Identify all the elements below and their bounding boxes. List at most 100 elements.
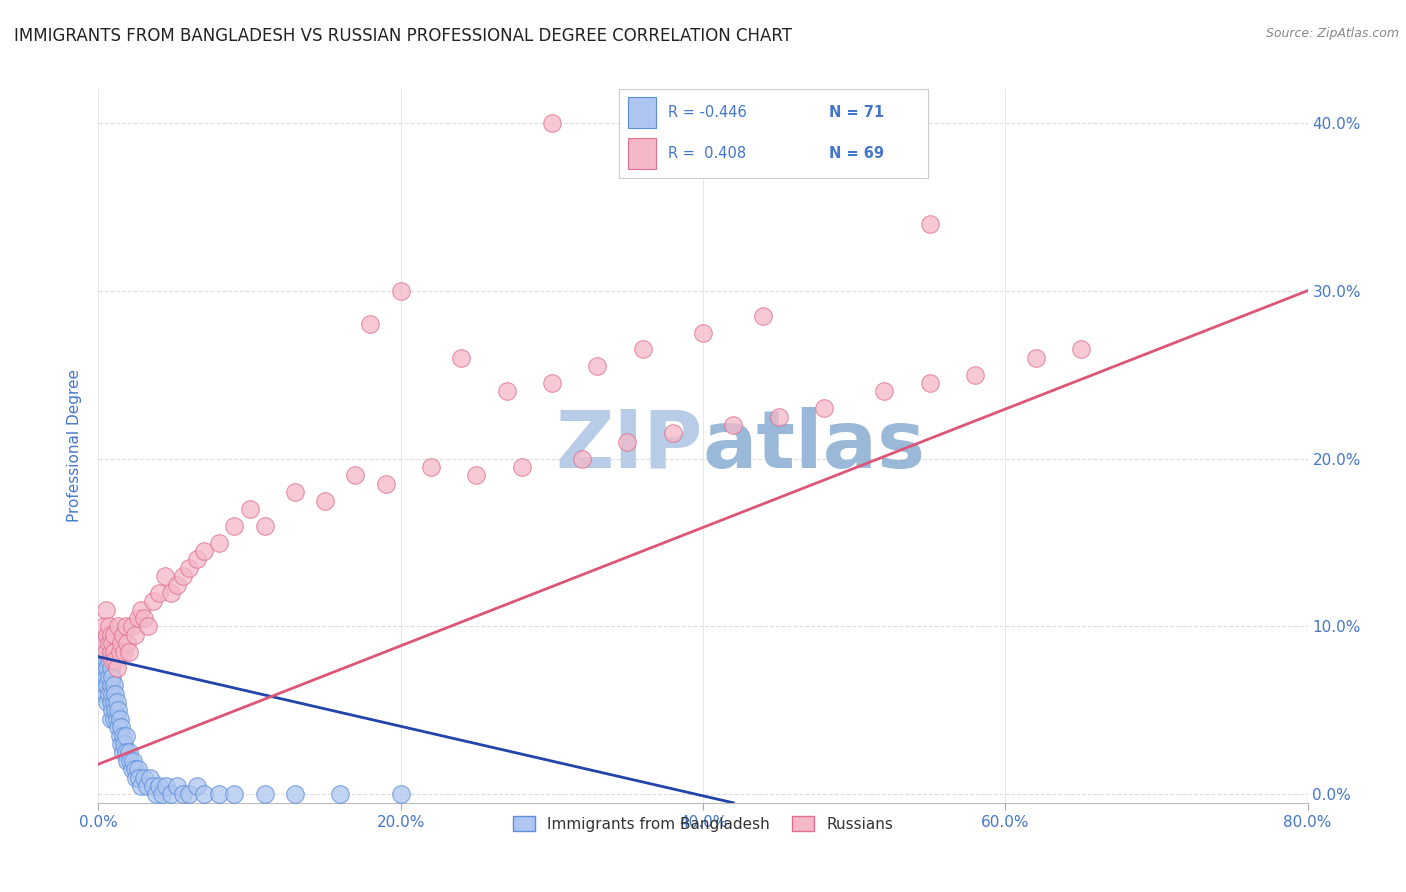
Point	[965, 368, 987, 382]
Point	[104, 703, 127, 717]
Point	[94, 653, 117, 667]
Point	[208, 535, 231, 549]
Point	[344, 468, 367, 483]
Point	[465, 468, 488, 483]
Point	[96, 695, 118, 709]
Point	[100, 645, 122, 659]
Point	[93, 661, 115, 675]
Point	[118, 746, 141, 760]
Point	[103, 678, 125, 692]
Point	[540, 376, 562, 390]
Point	[172, 569, 194, 583]
Point	[132, 611, 155, 625]
Point	[172, 788, 194, 802]
Point	[100, 695, 122, 709]
Point	[239, 502, 262, 516]
Point	[107, 720, 129, 734]
Point	[768, 409, 790, 424]
Text: R = -0.446: R = -0.446	[668, 105, 747, 120]
Point	[115, 636, 138, 650]
Point	[98, 653, 121, 667]
Point	[107, 703, 129, 717]
Point	[124, 762, 146, 776]
Point	[100, 678, 122, 692]
Point	[94, 603, 117, 617]
Point	[136, 619, 159, 633]
Point	[142, 594, 165, 608]
Point	[284, 485, 307, 500]
Y-axis label: Professional Degree: Professional Degree	[67, 369, 83, 523]
Point	[118, 645, 141, 659]
Point	[114, 619, 136, 633]
Point	[103, 645, 125, 659]
Point	[135, 779, 157, 793]
Point	[110, 720, 132, 734]
Point	[94, 645, 117, 659]
Point	[121, 762, 143, 776]
Point	[108, 729, 131, 743]
Point	[253, 788, 276, 802]
Point	[91, 636, 114, 650]
Point	[918, 376, 941, 390]
Point	[94, 670, 117, 684]
Point	[193, 544, 215, 558]
Text: ZIP: ZIP	[555, 407, 703, 485]
Point	[360, 318, 382, 332]
Point	[193, 788, 215, 802]
FancyBboxPatch shape	[628, 97, 655, 128]
Point	[329, 788, 352, 802]
Point	[166, 779, 188, 793]
Point	[224, 518, 246, 533]
Point	[111, 746, 134, 760]
Point	[586, 359, 609, 374]
Point	[112, 645, 135, 659]
Point	[101, 703, 124, 717]
Point	[450, 351, 472, 365]
Point	[129, 603, 152, 617]
Point	[752, 309, 775, 323]
Point	[93, 619, 115, 633]
Point	[139, 771, 162, 785]
Point	[98, 619, 121, 633]
Point	[93, 678, 115, 692]
Point	[873, 384, 896, 399]
Point	[420, 460, 443, 475]
Point	[186, 552, 208, 566]
Point	[96, 628, 118, 642]
Text: N = 69: N = 69	[830, 146, 884, 161]
Point	[374, 476, 396, 491]
Point	[101, 687, 124, 701]
Text: N = 71: N = 71	[830, 105, 884, 120]
Point	[389, 284, 412, 298]
Point	[1024, 351, 1046, 365]
Point	[723, 417, 745, 432]
Point	[105, 712, 128, 726]
Text: IMMIGRANTS FROM BANGLADESH VS RUSSIAN PROFESSIONAL DEGREE CORRELATION CHART: IMMIGRANTS FROM BANGLADESH VS RUSSIAN PR…	[14, 27, 792, 45]
Point	[96, 661, 118, 675]
Point	[127, 611, 149, 625]
Point	[96, 678, 118, 692]
Point	[631, 343, 654, 357]
Point	[122, 754, 145, 768]
Point	[160, 586, 183, 600]
Point	[111, 729, 134, 743]
Point	[98, 670, 121, 684]
Point	[105, 695, 128, 709]
Point	[114, 746, 136, 760]
Text: atlas: atlas	[703, 407, 927, 485]
Point	[253, 518, 276, 533]
Point	[112, 737, 135, 751]
Point	[510, 460, 533, 475]
Point	[100, 661, 122, 675]
Point	[148, 586, 170, 600]
Point	[100, 628, 122, 642]
Point	[166, 577, 188, 591]
Point	[128, 771, 150, 785]
Text: Source: ZipAtlas.com: Source: ZipAtlas.com	[1265, 27, 1399, 40]
Point	[179, 560, 201, 574]
Point	[148, 779, 170, 793]
Point	[571, 451, 593, 466]
FancyBboxPatch shape	[628, 138, 655, 169]
Point	[150, 788, 173, 802]
Legend: Immigrants from Bangladesh, Russians: Immigrants from Bangladesh, Russians	[508, 810, 898, 838]
